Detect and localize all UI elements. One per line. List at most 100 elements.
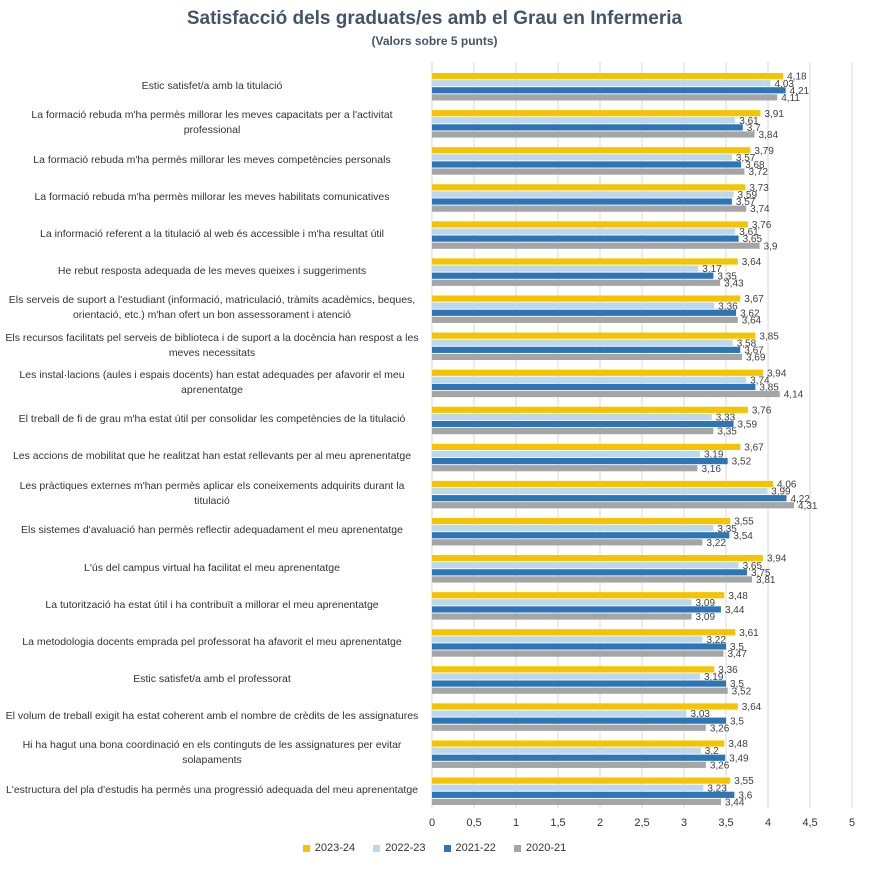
data-label: 3,52: [732, 686, 752, 697]
bar-2020-21: [432, 798, 721, 806]
legend-label: 2020-21: [525, 842, 567, 854]
bar-2021-22: [432, 346, 741, 353]
bar-2023-24: [432, 480, 774, 488]
data-label: 3,55: [734, 776, 754, 787]
data-label: 3,68: [745, 160, 765, 171]
x-tick-label: 5: [849, 817, 855, 829]
bar-2021-22: [432, 754, 726, 761]
bar-2020-21: [432, 465, 698, 472]
bar-2022-23: [432, 191, 734, 198]
data-label: 3,19: [704, 672, 724, 683]
data-label: 4,06: [777, 480, 797, 491]
data-label: 3,64: [742, 257, 762, 268]
bar-2022-23: [432, 376, 747, 383]
data-label: 3,85: [759, 331, 779, 342]
data-label: 3,6: [738, 790, 752, 801]
bar-2022-23: [432, 302, 715, 309]
bar-2022-23: [432, 339, 733, 346]
category-label: La formació rebuda m'ha permès millorar …: [33, 153, 391, 166]
bar-2022-23: [432, 747, 701, 754]
bar-2022-23: [432, 117, 736, 124]
bar-2020-21: [432, 724, 706, 731]
data-label: 3,17: [702, 264, 722, 275]
bar-2020-21: [432, 428, 714, 435]
bar-2021-22: [432, 643, 726, 650]
data-label: 3,58: [737, 338, 757, 349]
data-label: 3,03: [691, 709, 711, 720]
data-label: 3,26: [710, 723, 730, 734]
legend-swatch: [373, 844, 381, 852]
data-label: 3,5: [730, 642, 744, 653]
data-label: 4,22: [790, 494, 810, 505]
x-tick-label: 0: [429, 817, 435, 829]
bar-2023-24: [432, 184, 746, 191]
category-label: El volum de treball exigit ha estat cohe…: [5, 709, 419, 722]
data-label: 3,7: [747, 123, 761, 134]
x-tick-label: 4: [765, 817, 771, 829]
bar-2020-21: [432, 94, 778, 101]
bar-2022-23: [432, 562, 739, 569]
data-label: 3,57: [736, 197, 756, 208]
category-label: Els sistemes d'avaluació han permès refl…: [21, 524, 403, 537]
category-label: L'estructura del pla d'estudis ha permès…: [5, 784, 419, 797]
legend-swatch: [513, 844, 521, 852]
data-label: 3,35: [717, 524, 737, 535]
x-tick-label: 3: [681, 817, 687, 829]
category-label: Estic satisfet/a amb la titulació: [141, 79, 283, 92]
category-label: La formació rebuda m'ha permès millorar …: [31, 109, 393, 137]
bar-2020-21: [432, 761, 706, 768]
data-label: 3,55: [734, 517, 754, 528]
data-label: 4,21: [790, 86, 810, 97]
bar-2021-22: [432, 791, 735, 798]
data-label: 3,5: [730, 716, 744, 727]
data-label: 3,61: [739, 116, 759, 127]
data-label: 3,62: [740, 308, 760, 319]
data-label: 3,49: [729, 753, 749, 764]
bar-2020-21: [432, 242, 760, 249]
data-label: 3,5: [730, 679, 744, 690]
category-label: La metodologia docents emprada pel profe…: [22, 635, 402, 648]
data-label: 3,54: [733, 531, 753, 542]
category-label: La formació rebuda m'ha permès millorar …: [34, 190, 390, 203]
data-label: 3,67: [744, 345, 764, 356]
bar-2021-22: [432, 606, 721, 613]
data-label: 3,61: [739, 227, 759, 238]
bar-2023-24: [432, 703, 738, 710]
category-label: El treball de fi de grau m'ha estat útil…: [18, 413, 406, 426]
legend-label: 2023-24: [314, 842, 356, 854]
data-label: 3,79: [754, 146, 774, 157]
bar-2023-24: [432, 369, 763, 376]
bar-2021-22: [432, 569, 747, 576]
bar-2021-22: [432, 532, 730, 539]
bar-2023-24: [432, 740, 725, 747]
data-label: 3,64: [742, 315, 762, 326]
bar-2020-21: [432, 279, 721, 286]
bar-2020-21: [432, 576, 753, 583]
data-label: 3,23: [707, 783, 727, 794]
bar-2022-23: [432, 673, 700, 680]
bar-2022-23: [432, 487, 768, 495]
bar-2021-22: [432, 198, 732, 205]
data-label: 3,76: [752, 220, 772, 231]
bar-2023-24: [432, 517, 731, 525]
bar-2020-21: [432, 390, 780, 398]
data-label: 3,99: [771, 487, 791, 498]
data-label: 3,67: [744, 443, 764, 454]
bar-2022-23: [432, 784, 704, 791]
x-tick-label: 2,5: [634, 817, 649, 829]
bar-2023-24: [432, 295, 741, 302]
bar-2021-22: [432, 717, 726, 724]
data-label: 3,44: [725, 605, 745, 616]
data-label: 3,9: [764, 241, 778, 252]
bar-2020-21: [432, 687, 728, 694]
data-label: 3,19: [704, 450, 724, 461]
x-tick-label: 2: [597, 817, 603, 829]
bar-2021-22: [432, 272, 714, 279]
category-label: He rebut resposta adequada de les meves …: [57, 264, 367, 277]
data-label: 3,48: [728, 591, 748, 602]
data-label: 3,61: [739, 628, 759, 639]
data-label: 3,33: [716, 413, 736, 424]
category-label: Els serveis de suport a l'estudiant (inf…: [8, 294, 416, 322]
bar-2022-23: [432, 710, 687, 717]
